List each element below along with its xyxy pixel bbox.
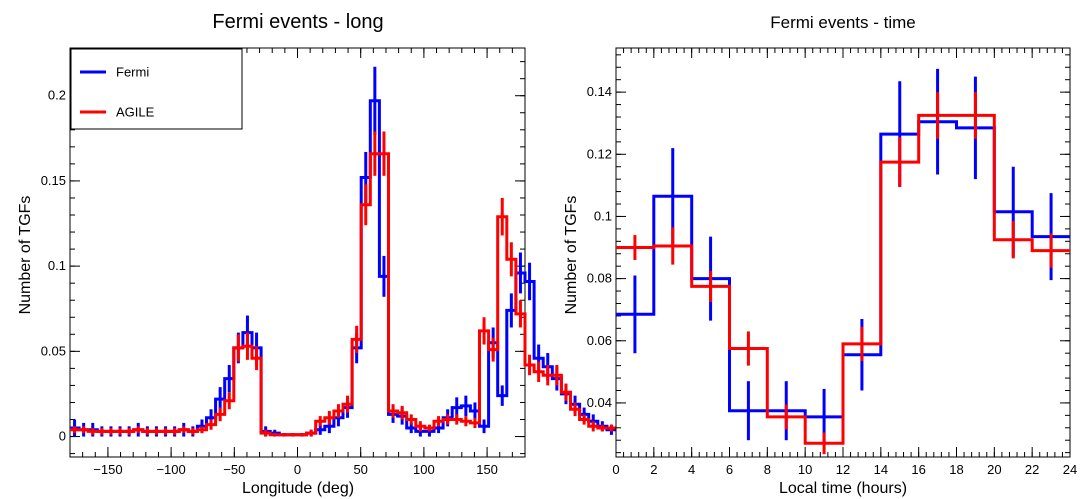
y-tick-label: 0.14 [587, 84, 612, 99]
x-tick-label: 0 [294, 462, 301, 477]
y-axis-label: Number of TGFs [563, 196, 580, 315]
chart-title: Fermi events - time [770, 13, 915, 32]
y-axis-label: Number of TGFs [17, 196, 34, 315]
x-tick-label: 2 [650, 462, 657, 477]
x-axis-label: Longitude (deg) [242, 480, 354, 497]
x-tick-label: 20 [987, 462, 1001, 477]
x-tick-label: 16 [911, 462, 925, 477]
x-tick-label: 6 [726, 462, 733, 477]
plot-longitude: 0 0.05 0.1 0.15 0.2 −150 −100 −50 0 50 100 150 Fermi… [41, 47, 616, 477]
y-tick-label: 0.2 [48, 88, 66, 103]
legend-label: AGILE [116, 105, 155, 120]
x-tick-label: 12 [836, 462, 850, 477]
chart-title: Fermi events - long [212, 11, 383, 33]
x-tick-label: 4 [688, 462, 695, 477]
plot-local-time: 0.040.060.080.10.120.140 2 4 6 8 10 12 14 16 18 20… [587, 47, 1077, 477]
y-tick-label: 0.1 [594, 208, 612, 223]
y-tick-label: 0.04 [587, 395, 612, 410]
x-tick-label: 14 [874, 462, 888, 477]
y-tick-label: 0.1 [48, 258, 66, 273]
y-tick-label: 0 [59, 429, 66, 444]
series-line-agile [616, 113, 1070, 445]
y-tick-label: 0.06 [587, 333, 612, 348]
legend-label: Fermi [116, 65, 149, 80]
x-tick-label: 8 [764, 462, 771, 477]
series-line-agile [70, 152, 616, 437]
series-line-fermi [70, 99, 616, 437]
x-tick-label: 150 [476, 462, 498, 477]
legend-box [70, 48, 243, 130]
y-tick-label: 0.08 [587, 271, 612, 286]
x-tick-label: −50 [223, 462, 245, 477]
x-axis-label: Local time (hours) [779, 480, 907, 497]
x-tick-label: −150 [93, 462, 122, 477]
x-tick-label: 22 [1025, 462, 1039, 477]
x-tick-label: 18 [949, 462, 963, 477]
x-tick-label: 0 [612, 462, 619, 477]
y-tick-label: 0.12 [587, 146, 612, 161]
x-tick-label: 10 [798, 462, 812, 477]
y-tick-label: 0.05 [41, 343, 66, 358]
x-tick-label: −100 [156, 462, 185, 477]
x-tick-label: 50 [353, 462, 367, 477]
y-tick-label: 0.15 [41, 173, 66, 188]
x-tick-label: 24 [1063, 462, 1077, 477]
x-tick-label: 100 [413, 462, 435, 477]
